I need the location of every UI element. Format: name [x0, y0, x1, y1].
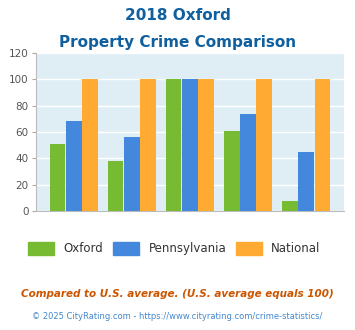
Bar	[198, 79, 214, 211]
Bar	[298, 152, 314, 211]
Bar	[282, 201, 298, 211]
Bar	[140, 79, 156, 211]
Bar	[315, 79, 330, 211]
Text: Compared to U.S. average. (U.S. average equals 100): Compared to U.S. average. (U.S. average …	[21, 289, 334, 299]
Bar	[182, 79, 198, 211]
Bar	[124, 137, 140, 211]
Bar	[50, 144, 65, 211]
Legend: Oxford, Pennsylvania, National: Oxford, Pennsylvania, National	[24, 237, 325, 260]
Bar	[224, 131, 240, 211]
Bar	[256, 79, 272, 211]
Text: Property Crime Comparison: Property Crime Comparison	[59, 35, 296, 50]
Bar	[240, 114, 256, 211]
Bar	[82, 79, 98, 211]
Text: © 2025 CityRating.com - https://www.cityrating.com/crime-statistics/: © 2025 CityRating.com - https://www.city…	[32, 312, 323, 321]
Bar	[66, 121, 82, 211]
Bar	[166, 79, 181, 211]
Bar	[108, 161, 124, 211]
Text: 2018 Oxford: 2018 Oxford	[125, 8, 230, 23]
